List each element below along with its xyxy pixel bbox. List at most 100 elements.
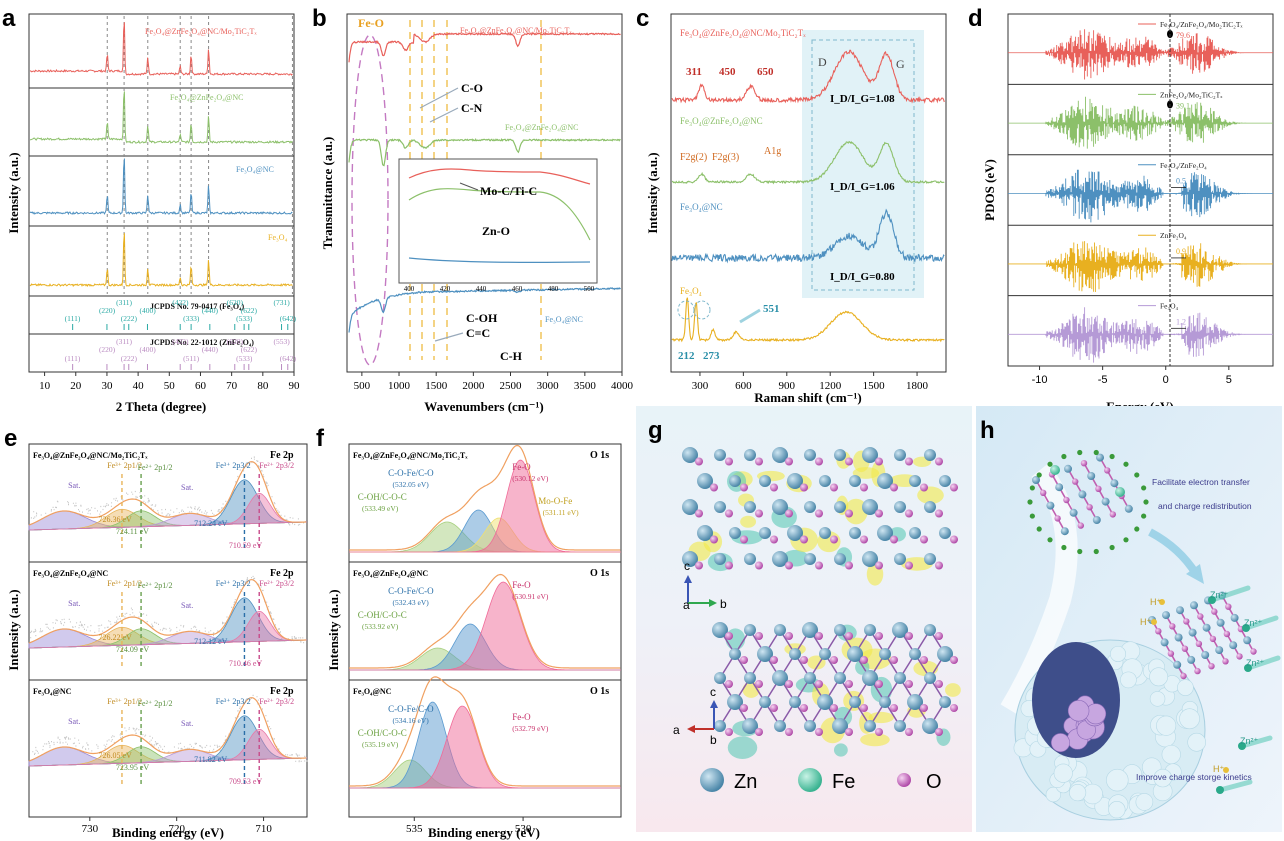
id-ig-ratio: I_D/I_G=1.08 <box>830 93 895 105</box>
ion-label: H⁺ <box>1140 617 1151 627</box>
peak-label: 450 <box>719 66 736 78</box>
proton <box>1151 619 1157 625</box>
hkl-label: (422) <box>172 298 189 307</box>
ion-trail <box>1245 655 1281 671</box>
g-band-label: G <box>896 57 905 71</box>
energy-label: (532.43 eV) <box>393 598 430 607</box>
zn-atom <box>789 648 801 660</box>
o-atom <box>905 509 913 518</box>
zn-atom <box>909 475 921 487</box>
tick-label: 500 <box>354 380 371 392</box>
annotation-arrow <box>434 332 464 342</box>
hkl-label: (222) <box>121 354 138 363</box>
zn-atom <box>832 718 848 734</box>
panel-e-frame <box>28 443 308 818</box>
ion <box>1216 786 1224 794</box>
id-ig-ratio: I_D/I_G=1.06 <box>830 181 895 193</box>
zn-atom <box>879 696 891 708</box>
hkl-label: (533) <box>236 314 253 323</box>
o-atom <box>920 656 928 664</box>
y-axis-label: Intensity (a.u.) <box>6 152 21 233</box>
o-atom <box>755 561 763 570</box>
hkl-label: (220) <box>99 345 116 354</box>
ftir-trace <box>348 137 621 167</box>
o-atom <box>785 457 793 466</box>
atom <box>1124 504 1133 513</box>
zn-atom <box>894 501 906 513</box>
atom <box>1069 508 1078 517</box>
low-peak-label: 273 <box>703 350 720 362</box>
pdos-value: 0.5 <box>1176 177 1186 186</box>
ftir-traces <box>348 31 621 333</box>
o-atom <box>845 632 853 640</box>
pdos-value: 39.1 <box>1176 101 1190 110</box>
peak-guide-lines <box>106 16 293 294</box>
surface-bump <box>1069 784 1087 802</box>
o-atom <box>725 509 733 518</box>
low-peak-label: 212 <box>678 350 695 362</box>
surface-bump <box>1135 793 1154 811</box>
zn-atom <box>804 449 816 461</box>
o-atom <box>800 483 808 492</box>
energy-label: 712.12 eV <box>194 637 228 646</box>
trace-label: Fe₃O₄@ZnFe₂O₄@NC <box>680 116 763 126</box>
hkl-label: (111) <box>65 354 81 363</box>
hkl-label: (333) <box>183 314 200 323</box>
ion-streams <box>1151 585 1281 794</box>
zn-atom <box>714 553 726 565</box>
hkl-label: (533) <box>236 354 253 363</box>
raman-trace <box>671 49 945 104</box>
o-atom <box>695 561 703 570</box>
energy-label: (535.19 eV) <box>362 740 399 749</box>
zn-atom <box>894 449 906 461</box>
electron-dot <box>1029 513 1035 519</box>
energy-label: (532.79 eV) <box>512 724 549 733</box>
o-atom <box>905 680 913 688</box>
atom <box>1229 641 1238 650</box>
o-atom <box>815 457 823 466</box>
tick-label: 600 <box>735 380 752 392</box>
ion <box>1242 624 1250 632</box>
electron-dot <box>1093 449 1099 456</box>
zn-atom <box>819 648 831 660</box>
zn-atom <box>697 473 713 489</box>
zn-atom <box>759 475 771 487</box>
charge-density <box>945 683 961 697</box>
panel-letter-g: g <box>648 417 663 444</box>
o-atom <box>695 509 703 518</box>
peak-label: Fe²⁺ 2p1/2 <box>138 581 173 590</box>
xrd-trace <box>29 22 293 76</box>
tick-label: 1000 <box>388 380 411 392</box>
peak-label: Fe-O <box>512 712 531 722</box>
tick-label: 60 <box>195 380 207 392</box>
energy-label: (530.91 eV) <box>512 592 549 601</box>
hkl-label: (620) <box>227 298 244 307</box>
xps-core: Fe 2p <box>270 450 294 461</box>
peak-label: 311 <box>686 66 702 78</box>
tick-label: 1500 <box>425 380 448 392</box>
o-atom <box>935 680 943 688</box>
o-atom <box>905 728 913 736</box>
atom <box>1169 623 1176 630</box>
zn-atom <box>877 473 893 489</box>
zn-atom <box>802 622 818 638</box>
tick-label: 30 <box>101 380 113 392</box>
zn-atom <box>924 553 936 565</box>
o-atom <box>905 632 913 640</box>
trace-label: Fe₃O₄@ZnFe₂O₄@NC/Mo₂TiC₂Tₓ <box>680 28 806 38</box>
electron-dot <box>1109 544 1115 551</box>
peak-label: Sat. <box>68 599 80 608</box>
o-atom <box>785 632 793 640</box>
xps-sample: Fe₃O₄@NC <box>33 687 72 696</box>
panel-letter-e: e <box>4 425 17 452</box>
pdos-spikes <box>1045 96 1253 149</box>
h-caption: Facilitate electron transfer <box>1152 477 1250 487</box>
electron-dot <box>1141 485 1147 491</box>
energy-label: 711.82 eV <box>194 755 227 764</box>
o-atom <box>710 535 718 544</box>
surface-bump <box>1053 763 1073 783</box>
annotation-arrow <box>419 87 459 109</box>
xrd-trace <box>29 233 293 288</box>
surface-bump <box>1187 732 1207 752</box>
